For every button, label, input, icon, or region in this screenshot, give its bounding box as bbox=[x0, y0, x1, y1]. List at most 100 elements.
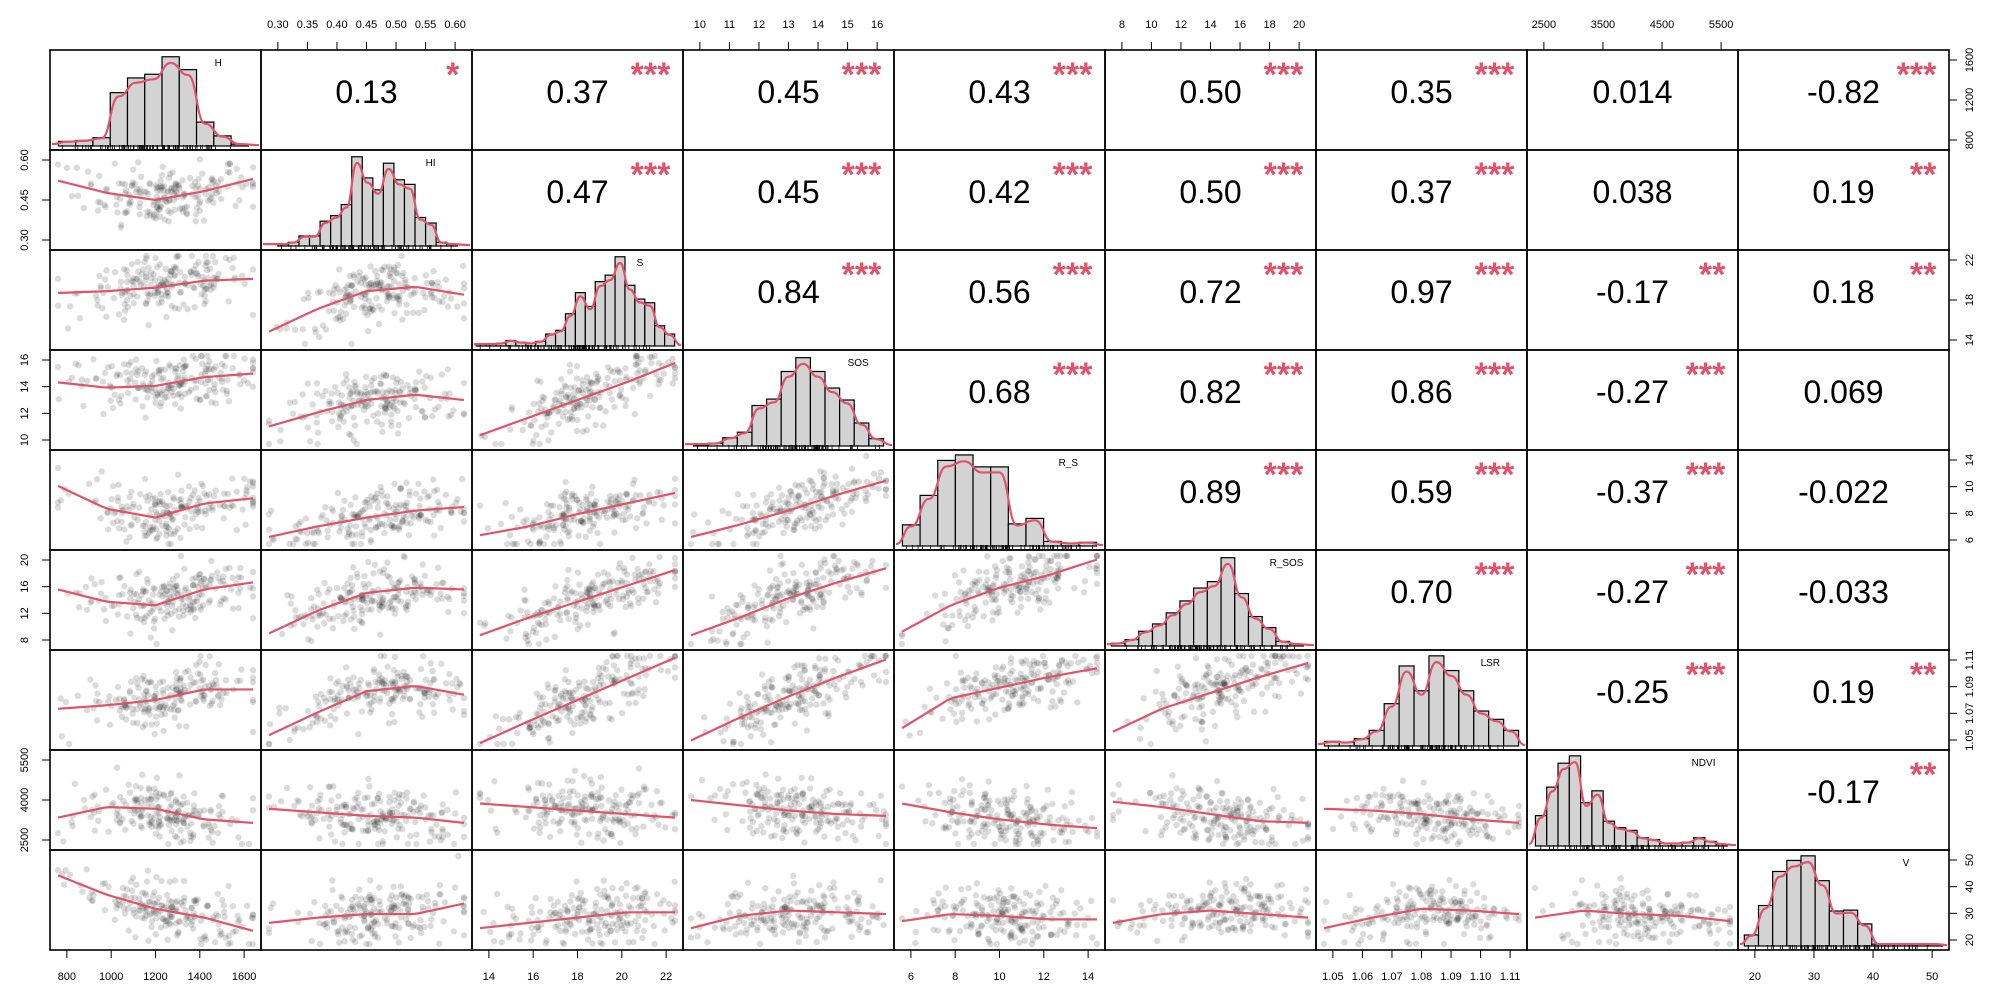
data-point bbox=[383, 401, 391, 408]
data-point bbox=[152, 501, 159, 509]
data-point bbox=[1071, 584, 1078, 592]
data-point bbox=[812, 488, 820, 495]
data-point bbox=[766, 506, 773, 514]
data-point bbox=[593, 379, 601, 386]
data-point bbox=[347, 282, 355, 289]
data-point bbox=[611, 512, 618, 519]
data-point bbox=[850, 479, 858, 486]
data-point bbox=[1016, 701, 1023, 709]
data-point bbox=[820, 599, 827, 606]
data-point bbox=[78, 376, 86, 383]
data-point bbox=[749, 509, 756, 517]
data-point bbox=[1042, 595, 1049, 602]
data-point bbox=[391, 480, 398, 487]
data-point bbox=[176, 675, 184, 683]
density-curve bbox=[895, 460, 1104, 547]
data-point bbox=[1260, 652, 1267, 660]
data-point bbox=[209, 252, 217, 260]
data-point bbox=[579, 428, 587, 435]
data-point bbox=[624, 506, 632, 513]
data-point bbox=[164, 187, 172, 195]
smooth-fit-line bbox=[268, 505, 465, 539]
data-point bbox=[636, 380, 643, 387]
data-point bbox=[366, 305, 374, 312]
data-point bbox=[1244, 667, 1251, 675]
data-point bbox=[581, 708, 588, 716]
data-point bbox=[352, 384, 360, 391]
data-point bbox=[133, 570, 140, 578]
data-point bbox=[671, 486, 679, 494]
data-point bbox=[270, 536, 277, 544]
data-point bbox=[121, 300, 128, 308]
data-point bbox=[168, 789, 175, 796]
data-point bbox=[395, 526, 402, 533]
data-point bbox=[1007, 596, 1014, 603]
data-point bbox=[568, 588, 576, 595]
data-point bbox=[154, 534, 161, 541]
data-point bbox=[409, 592, 417, 599]
data-point bbox=[57, 497, 65, 504]
data-point bbox=[586, 515, 594, 523]
data-point bbox=[165, 207, 172, 215]
data-point bbox=[378, 266, 385, 273]
data-point bbox=[349, 510, 356, 518]
data-point bbox=[433, 581, 440, 588]
data-point bbox=[460, 379, 468, 387]
data-point bbox=[700, 714, 708, 721]
data-point bbox=[397, 485, 405, 492]
data-point bbox=[669, 380, 676, 387]
data-point bbox=[178, 499, 185, 507]
data-point bbox=[411, 288, 419, 295]
panel-LSR-V: 0.19 ** bbox=[1737, 649, 1950, 751]
data-point bbox=[822, 655, 829, 663]
data-point bbox=[1012, 676, 1019, 683]
data-point bbox=[294, 536, 301, 543]
data-point bbox=[1025, 568, 1032, 575]
data-point bbox=[492, 440, 499, 448]
data-point bbox=[877, 469, 885, 476]
data-point bbox=[1080, 589, 1088, 596]
data-point bbox=[863, 478, 871, 485]
data-point bbox=[304, 707, 312, 715]
data-point bbox=[155, 288, 162, 296]
data-point bbox=[554, 408, 561, 415]
data-point bbox=[233, 165, 240, 172]
data-point bbox=[847, 679, 855, 686]
data-point bbox=[153, 535, 160, 543]
data-point bbox=[571, 516, 578, 523]
data-point bbox=[55, 395, 63, 403]
density-curve bbox=[473, 261, 682, 347]
data-point bbox=[134, 268, 142, 275]
data-point bbox=[751, 582, 758, 589]
data-point bbox=[789, 682, 796, 689]
data-point bbox=[434, 498, 442, 506]
data-point bbox=[391, 278, 398, 285]
data-point bbox=[428, 289, 435, 296]
data-point bbox=[180, 682, 188, 689]
data-point bbox=[377, 483, 384, 491]
data-point bbox=[320, 600, 327, 607]
significance-stars: *** bbox=[1475, 256, 1515, 294]
data-point bbox=[189, 598, 197, 606]
data-point bbox=[142, 414, 149, 421]
data-point bbox=[1217, 679, 1225, 687]
data-point bbox=[73, 164, 80, 171]
data-point bbox=[335, 423, 342, 431]
significance-stars: ** bbox=[1910, 256, 1937, 294]
data-point bbox=[140, 672, 147, 680]
panel-R_SOS-HI bbox=[260, 549, 473, 651]
data-point bbox=[342, 371, 350, 378]
data-point bbox=[566, 361, 573, 368]
data-point bbox=[249, 164, 257, 171]
data-point bbox=[367, 709, 374, 716]
data-point bbox=[402, 276, 409, 284]
data-point bbox=[126, 533, 133, 541]
data-point bbox=[189, 581, 196, 589]
data-point bbox=[561, 526, 568, 533]
data-point bbox=[289, 410, 297, 417]
data-point bbox=[147, 634, 154, 641]
data-point bbox=[187, 386, 195, 394]
data-point bbox=[634, 565, 641, 573]
data-point bbox=[211, 669, 219, 677]
data-point bbox=[396, 388, 403, 395]
